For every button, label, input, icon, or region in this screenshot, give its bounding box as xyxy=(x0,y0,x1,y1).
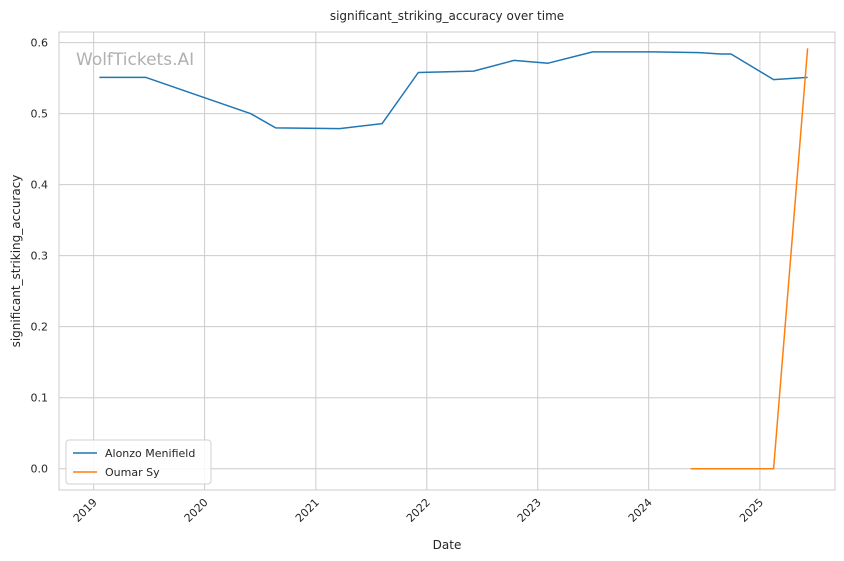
y-tick-label-0-5: 0.5 xyxy=(31,108,49,121)
series-line-oumar-sy xyxy=(690,48,809,470)
y-tick-label-0-1: 0.1 xyxy=(31,392,49,405)
y-tick-label-0-6: 0.6 xyxy=(31,37,49,50)
series-line-alonzo-menifield xyxy=(99,51,808,130)
y-axis-label: significant_striking_accuracy xyxy=(9,175,23,348)
legend: Alonzo Menifield Oumar Sy xyxy=(65,439,212,485)
y-tick-label-0-3: 0.3 xyxy=(31,250,49,263)
y-tick-label-0-4: 0.4 xyxy=(31,179,49,192)
legend-label-oumar-sy: Oumar Sy xyxy=(105,466,160,479)
y-tick-label-0-0: 0.0 xyxy=(31,463,49,476)
y-tick-label-0-2: 0.2 xyxy=(31,321,49,334)
y-tick-labels: 0.0 0.1 0.2 0.3 0.4 0.5 0.6 xyxy=(31,37,49,476)
chart-title: significant_striking_accuracy over time xyxy=(330,9,564,23)
legend-box xyxy=(65,439,212,485)
x-axis-label: Date xyxy=(433,538,462,552)
legend-label-alonzo-menifield: Alonzo Menifield xyxy=(105,447,195,460)
plot-area xyxy=(58,31,836,491)
series-layer xyxy=(99,48,809,470)
watermark-text: WolfTickets.AI xyxy=(76,50,194,70)
